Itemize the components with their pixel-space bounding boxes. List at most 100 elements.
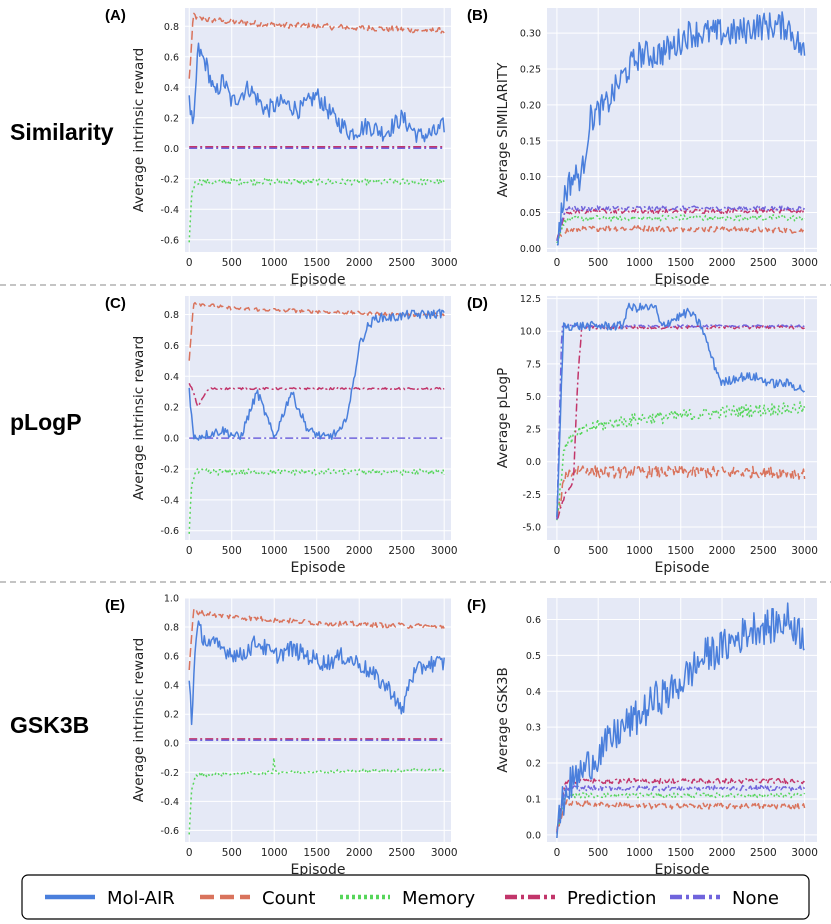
y-tick-label: 12.5: [520, 294, 541, 305]
x-tick-label: 0: [554, 847, 561, 859]
y-tick-label: 0.25: [520, 65, 541, 76]
x-tick-label: 2000: [709, 545, 736, 557]
y-axis-title: Average GSK3B: [495, 667, 511, 772]
y-tick-label: 0.0: [164, 434, 179, 445]
row-label: GSK3B: [10, 712, 89, 738]
plot-background: [547, 296, 817, 540]
legend-label: Memory: [402, 888, 476, 909]
x-tick-label: 2500: [750, 545, 777, 557]
panel-label: (D): [467, 295, 488, 312]
x-tick-label: 1500: [303, 545, 330, 557]
row-label-similarity: Similarity: [10, 119, 114, 145]
y-tick-label: 0.2: [164, 403, 179, 414]
row-label: pLogP: [10, 409, 82, 435]
series-line-count: [556, 225, 805, 241]
legend-frame: [21, 874, 810, 920]
panel-c: 0 500 1000 1500 2000 2500 3000 -0.6 -0.4 -0.2 0.0 0…: [105, 295, 458, 576]
y-tick-label: 0.6: [164, 652, 179, 663]
y-tick-label: 0.4: [164, 83, 179, 94]
series-line-none: [556, 205, 806, 242]
x-tick-label: 1000: [626, 257, 653, 269]
y-tick-label: 0.0: [164, 739, 179, 750]
series-line-molair: [188, 308, 445, 441]
row-label-gsk3b: GSK3B: [10, 712, 89, 738]
x-axis-title: Episode: [655, 272, 710, 288]
x-tick-label: 3000: [431, 847, 458, 859]
x-tick-label: 1500: [303, 257, 330, 269]
y-tick-label: 10.0: [520, 327, 541, 338]
series-line-molair: [556, 602, 805, 839]
plot-background: [547, 598, 817, 842]
y-tick-label: 0.0: [526, 830, 541, 841]
series-line-molair: [188, 620, 445, 726]
y-tick-label: -0.4: [160, 495, 179, 506]
row-label: Similarity: [10, 119, 114, 145]
chart-panels: 0 500 1000 1500 2000 2500 3000 -0.6 -0.4 -0.2 0.0 0…: [105, 7, 818, 878]
panel-label: (E): [105, 597, 125, 614]
legend-item-none: None: [670, 888, 779, 909]
panel-a: 0 500 1000 1500 2000 2500 3000 -0.6 -0.4 -0.2 0.0 0…: [105, 7, 458, 288]
series-line-count: [556, 465, 806, 518]
x-tick-label: 2000: [709, 257, 736, 269]
legend-items: Mol-AIR Count Memory Prediction None: [45, 888, 779, 909]
y-tick-label: 0.0: [526, 457, 541, 468]
panel-b: 0 500 1000 1500 2000 2500 3000 0.00 0.05 0.10 0.15…: [467, 7, 818, 288]
series-line-memory: [556, 214, 806, 244]
y-tick-label: 0.4: [164, 681, 179, 692]
legend-label: Prediction: [567, 888, 656, 909]
x-axis-title: Episode: [655, 862, 710, 878]
y-axis-title: Average pLogP: [495, 368, 511, 469]
series-line-memory: [188, 757, 445, 835]
x-tick-label: 2000: [346, 545, 373, 557]
x-tick-label: 500: [222, 545, 242, 557]
y-tick-label: 0.8: [164, 22, 179, 33]
x-tick-label: 0: [186, 847, 193, 859]
legend-label: None: [732, 888, 779, 909]
x-tick-label: 1500: [667, 545, 694, 557]
x-tick-label: 2000: [709, 847, 736, 859]
panel-label: (B): [467, 7, 488, 24]
panel-d: 0 500 1000 1500 2000 2500 3000 -5.0 -2.5 0.0 2.5 5.…: [467, 294, 818, 576]
series-line-prediction: [556, 325, 805, 520]
y-tick-label: 0.4: [164, 372, 179, 383]
x-tick-label: 1500: [667, 257, 694, 269]
y-tick-label: 0.3: [526, 723, 541, 734]
panel-f: 0 500 1000 1500 2000 2500 3000 0.0 0.1 0.2 0.3 0.4 0…: [467, 597, 818, 878]
y-tick-label: -0.2: [160, 768, 179, 779]
y-tick-label: -0.2: [160, 174, 179, 185]
y-tick-label: 0.0: [164, 144, 179, 155]
y-tick-label: 0.1: [526, 794, 541, 805]
x-tick-label: 500: [588, 847, 608, 859]
legend-item-memory: Memory: [340, 888, 476, 909]
y-tick-label: -0.6: [160, 526, 179, 537]
x-tick-label: 500: [588, 257, 608, 269]
legend-item-molair: Mol-AIR: [45, 888, 175, 909]
y-tick-label: 0.2: [526, 759, 541, 770]
y-axis-title: Average intrinsic reward: [131, 48, 147, 212]
series-line-molair: [188, 42, 445, 143]
legend-item-prediction: Prediction: [505, 888, 656, 909]
y-tick-label: 0.6: [164, 52, 179, 63]
x-tick-label: 3000: [431, 545, 458, 557]
y-tick-label: 0.20: [520, 100, 541, 111]
plot-background: [185, 296, 451, 540]
y-tick-label: -0.6: [160, 826, 179, 837]
x-axis-title: Episode: [291, 862, 346, 878]
y-tick-label: 0.4: [526, 687, 541, 698]
y-tick-label: 0.2: [164, 113, 179, 124]
series-line-memory: [556, 792, 806, 834]
series-line-prediction: [556, 777, 805, 832]
series-line-molair: [556, 11, 806, 246]
y-tick-label: -0.2: [160, 464, 179, 475]
series-line-none: [556, 324, 806, 520]
x-tick-label: 0: [186, 545, 193, 557]
y-tick-label: 0.8: [164, 623, 179, 634]
y-tick-label: 7.5: [526, 359, 541, 370]
y-tick-label: -5.0: [522, 522, 541, 533]
plot-background: [185, 598, 451, 842]
x-tick-label: 3000: [791, 847, 818, 859]
y-tick-label: 0.15: [520, 136, 541, 147]
x-tick-label: 2500: [388, 257, 415, 269]
x-tick-label: 1000: [261, 257, 288, 269]
